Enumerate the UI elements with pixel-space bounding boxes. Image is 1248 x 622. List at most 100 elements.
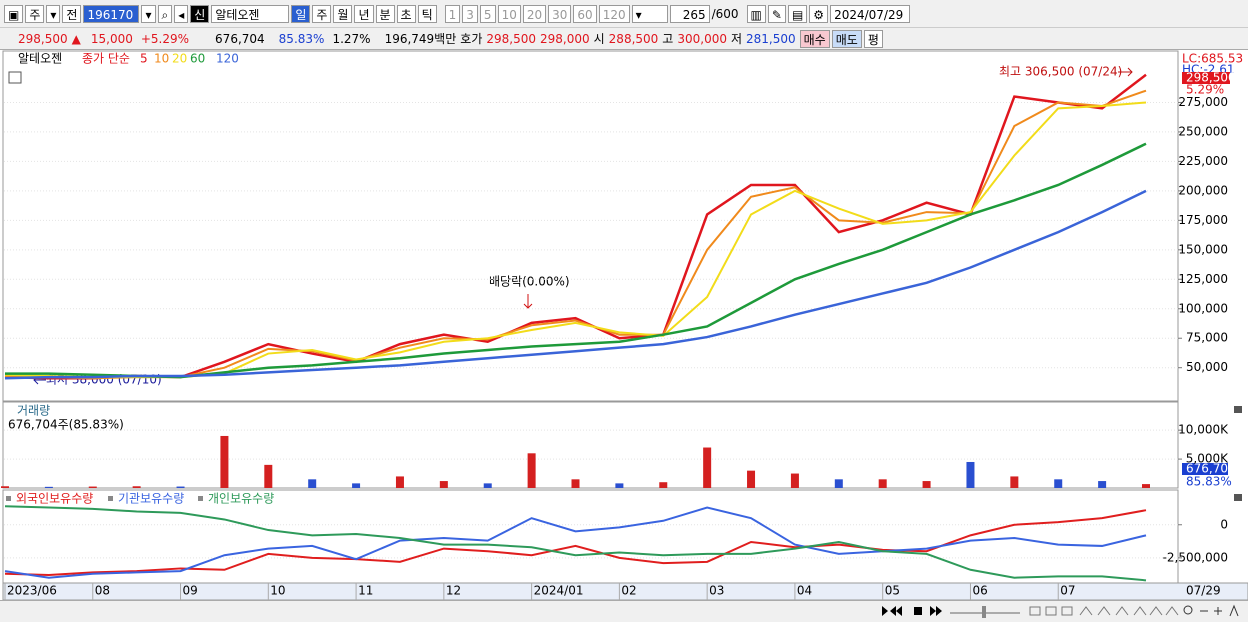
ask: 298,500 [486,31,536,46]
dropdown[interactable]: ▾ [141,4,156,23]
nav-buttons[interactable] [882,606,902,616]
volume-bar [308,479,317,488]
bid: 298,000 [540,31,590,46]
period-button[interactable]: 주 [312,4,332,23]
x-tick-label: 02 [621,584,636,598]
volume-bar [88,486,97,488]
close-icon[interactable] [1234,406,1242,413]
code-input[interactable]: 196170 [83,4,140,23]
high: 300,000 [677,31,727,46]
interval-button[interactable]: 10 [497,4,521,23]
volume-bar [1054,479,1063,488]
play-button[interactable] [930,606,942,616]
legend-entry: 개인보유수량 [208,492,274,506]
series-line [4,505,1147,582]
settings-icon[interactable]: ⚙ [809,4,829,23]
save-icon[interactable]: ▤ [787,4,808,23]
interval-button[interactable]: 20 [522,4,547,23]
new-mark: 신 [190,4,210,23]
interval-button[interactable]: 5 [479,4,496,23]
stock-label: 알테오젠 [18,52,62,66]
legend-entry: 20 [172,52,187,66]
low-label: 저 [730,32,743,46]
calc-icon[interactable] [8,71,22,84]
volume-bar [922,481,931,488]
x-tick-label: 06 [972,584,987,598]
menu-icon[interactable]: ▣ [4,4,24,23]
high-annotation: 최고 306,500 (07/24) [999,65,1122,79]
dividend-annotation: 배당락(0.00%) [489,275,570,289]
volume-bar [571,479,580,488]
volume: 676,704 [215,31,265,46]
period-button[interactable]: 틱 [417,4,437,23]
volume-bar [834,479,843,488]
zoom-buttons[interactable] [1200,604,1239,617]
sell-button[interactable]: 매도 [831,29,862,48]
chart: 알테오젠 종가 단순 LC:685.53 HC:-2.61 298,500 5.… [1,50,1248,600]
volume-bar [703,447,712,488]
avg-button[interactable]: 평 [863,29,883,48]
vol-ratio: 85.83% [278,31,325,46]
dropdown[interactable]: ▾ [46,4,61,23]
y-tick-label: 10,000K [1178,423,1229,437]
close-icon[interactable] [1234,494,1242,501]
volume-bar [439,481,448,488]
interval-button[interactable]: 3 [462,4,478,23]
sound-button[interactable]: ◂ [174,4,189,23]
market-select[interactable]: 주 [25,4,45,23]
scroll-bar [0,600,1248,622]
interval-button[interactable]: 1 [444,4,461,23]
y-tick-label: 200,000 [1178,183,1228,197]
volume-panel [2,401,1179,489]
period-button[interactable]: 월 [333,4,353,23]
tool-icon[interactable]: ✎ [767,4,786,23]
zoom-icon[interactable] [1183,605,1193,615]
zoom-thumb[interactable] [982,606,986,618]
interval-button[interactable]: 30 [548,4,572,23]
chart-icon[interactable]: ▥ [746,4,766,23]
interval-button[interactable]: 60 [573,4,597,23]
volume-tag [1182,463,1228,475]
quote-bar: 298,500 ▲ 15,000 +5.29% 676,704 85.83% 1… [0,28,1248,50]
y-tick-label: 225,000 [1178,154,1228,168]
stop-button[interactable] [914,607,922,615]
period-button[interactable]: 분 [375,4,395,23]
y-tick-label: 5,000K [1186,452,1229,466]
x-tick-label: 05 [885,584,900,598]
volume-bar [659,482,668,488]
volume-bar [483,483,492,488]
volume-bar [878,479,887,488]
period-button[interactable]: 일 [291,4,311,23]
x-tick-label: 2023/06 [7,584,57,598]
interval-button[interactable]: 120 [598,4,630,23]
volume-bar [966,461,975,488]
name-input[interactable]: 알테오젠 [211,4,290,23]
period-button[interactable]: 년 [354,4,374,23]
series-line [4,506,1147,579]
buy-button[interactable]: 매수 [799,29,830,48]
series-line [4,89,1147,380]
lc-label: LC:685.53 [1182,52,1243,66]
prev-button[interactable]: 전 [62,4,82,23]
volume-bar [1142,484,1150,488]
search-button[interactable]: ⌕ [157,4,173,23]
count-input[interactable]: 265 [669,4,710,23]
legend-marker [6,496,11,501]
volume-bar [132,486,141,488]
period-button[interactable]: 초 [396,4,416,23]
draw-tools[interactable] [1029,606,1179,616]
legend-entry: 10 [154,52,169,66]
y-tick-label: -2,500,000 [1163,550,1228,564]
price-panel [2,50,1179,402]
x-axis-band [2,582,1248,600]
blank-select[interactable]: ▾ [631,4,668,23]
x-tick-label: 2024/01 [534,584,584,598]
x-tick-label: 08 [95,584,110,598]
low: 281,500 [746,31,796,46]
x-tick-label: 07 [1060,584,1075,598]
date-input[interactable]: 2024/07/29 [830,4,911,23]
legend-entry: 기관보유수량 [118,492,184,506]
